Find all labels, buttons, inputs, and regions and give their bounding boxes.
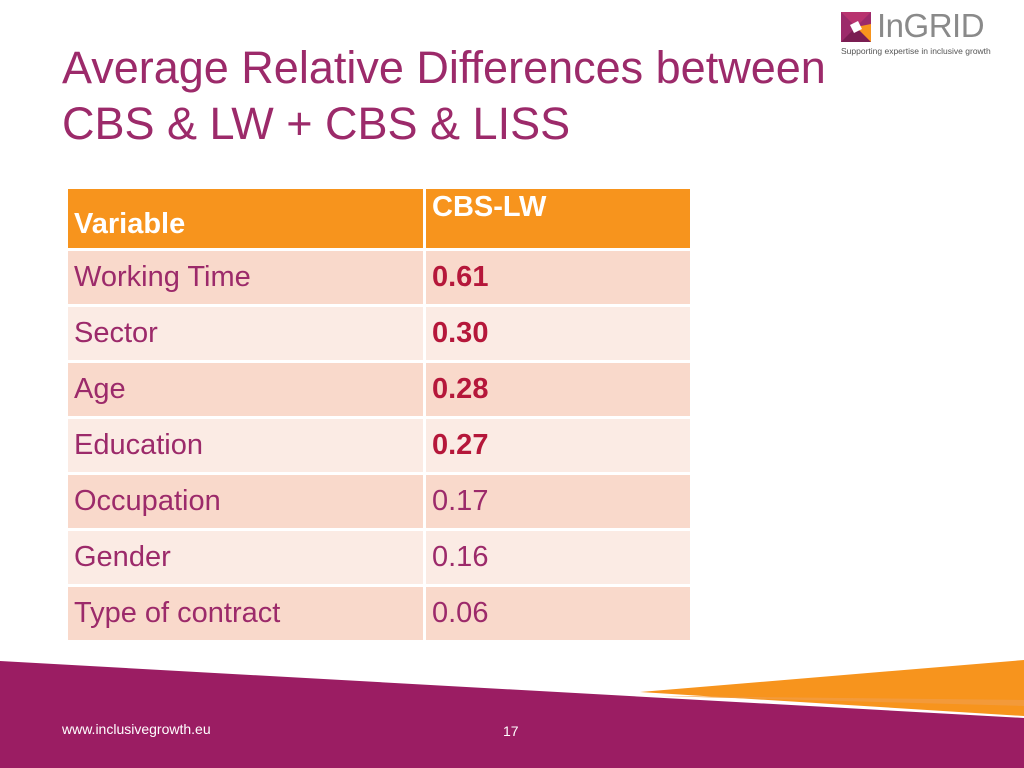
variable-cell: Occupation [68,475,423,528]
variable-cell: Working Time [68,251,423,304]
table-header-row: Variable CBS-LW [68,189,690,248]
page-number: 17 [503,723,519,739]
footer-orange-accent [660,696,1024,706]
table-row: Occupation 0.17 [68,475,690,528]
value-cell: 0.16 [426,531,690,584]
variable-cell: Type of contract [68,587,423,640]
variable-cell: Education [68,419,423,472]
table-row: Age 0.28 [68,363,690,416]
slide-title-line-2: CBS & LW + CBS & LISS [62,98,571,149]
value-cell: 0.28 [426,363,690,416]
footer-purple-band [0,661,1024,768]
logo-name: InGRID [877,7,985,44]
value-cell: 0.30 [426,307,690,360]
value-cell: 0.06 [426,587,690,640]
value-cell: 0.17 [426,475,690,528]
column-header-variable: Variable [68,189,423,248]
variable-cell: Sector [68,307,423,360]
logo-tagline: Supporting expertise in inclusive growth [841,46,991,56]
table-row: Type of contract 0.06 [68,587,690,640]
value-cell: 0.61 [426,251,690,304]
slide-title: Average Relative Differences between CBS… [62,40,826,152]
table-row: Working Time 0.61 [68,251,690,304]
table-row: Gender 0.16 [68,531,690,584]
value-cell: 0.27 [426,419,690,472]
variable-cell: Gender [68,531,423,584]
ingrid-logo-mark-icon [841,12,871,42]
column-header-cbs-lw: CBS-LW [426,189,690,248]
table-row: Education 0.27 [68,419,690,472]
table-row: Sector 0.30 [68,307,690,360]
footer-url[interactable]: www.inclusivegrowth.eu [62,721,211,737]
variable-cell: Age [68,363,423,416]
slide-title-line-1: Average Relative Differences between [62,42,826,93]
ingrid-logo: InGRID Supporting expertise in inclusive… [841,7,1001,59]
differences-table: Variable CBS-LW Working Time 0.61 Sector… [65,186,693,643]
